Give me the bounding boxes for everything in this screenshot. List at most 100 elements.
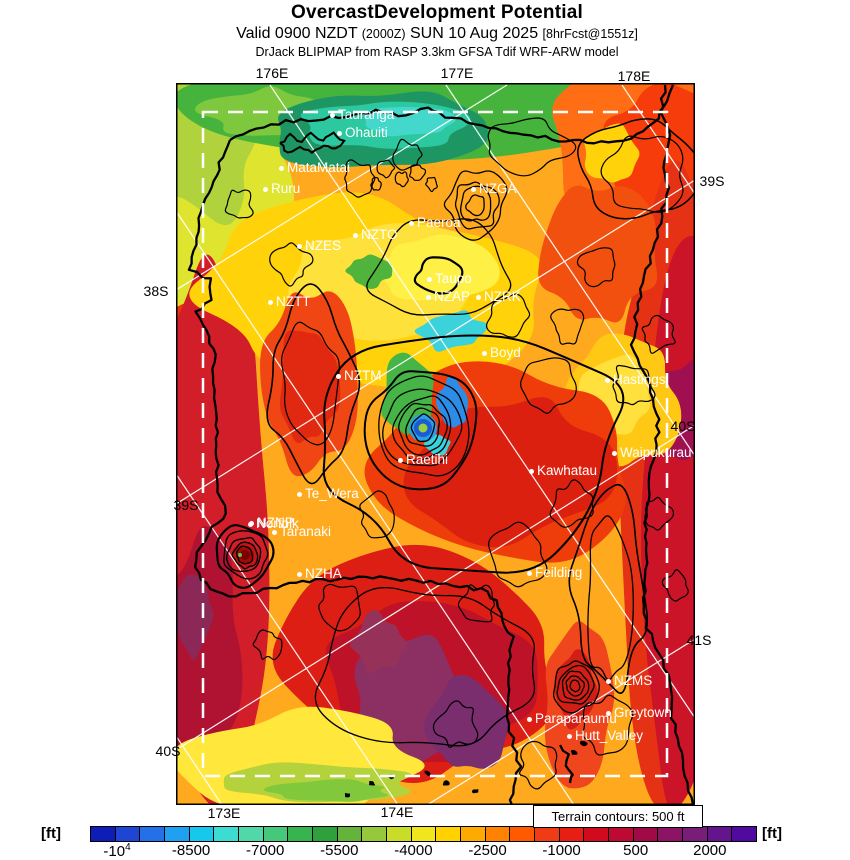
terrain-contour [582,694,634,756]
colorbar-row: [ft] [ft] -104 -8500 -7000 -5500 -4000 -2500-… [0,824,850,860]
islet [570,749,578,755]
terrain-contour [235,545,254,565]
model-line: DrJack BLIPMAP from RASP 3.3km GFSA Tdif… [255,45,619,59]
colorbar-cell [263,827,289,841]
terrain-contour [587,515,634,681]
colorbar-cell [535,827,560,841]
colorbar-tick: -2500 [468,842,507,859]
colorbar-cell [461,827,486,841]
place-dot [297,571,302,577]
colorbar-cell [609,827,634,841]
colorbar-tick: -1000 [542,842,581,859]
coastline [629,84,695,805]
terrain-contour [612,364,656,406]
colorbar-cell [140,827,166,841]
terrain-contour [314,587,536,747]
colorbar-cell [584,827,610,841]
terrain-contour [454,181,500,230]
place-label: NZGA [471,181,517,196]
place-dot [471,186,476,192]
terrain-contour [576,247,616,288]
place-dot [606,710,611,716]
terrain-contour [561,670,590,701]
value-region [363,106,457,137]
colorbar-cell [411,827,437,841]
place-label: NZAP [426,289,470,304]
peak-ring [418,423,428,433]
page-title: OvercastDevelopment Potential [291,2,583,23]
terrain-contour [344,159,376,198]
terrain-contour [359,490,395,539]
value-region [377,234,500,301]
place-label: Waipukurau [612,445,692,460]
place-dot [605,377,610,383]
place-dot [336,373,341,379]
map-canvas [176,83,695,805]
coastline [187,139,523,805]
islet [369,780,376,786]
place-label: Paeroa [409,215,461,230]
terrain-contour [363,370,478,491]
place-label: Hutt_Valley [567,728,643,743]
place-dot [409,220,414,226]
terrain-contour [457,584,495,623]
coastline [558,744,574,784]
colorbar-cell [436,827,462,841]
place-label: Feilding [527,565,582,580]
value-region [263,779,389,802]
place-dot [527,570,532,576]
terrain-contour [413,256,464,295]
place-label: NZNP [249,515,294,530]
place-label: NZRK [476,289,521,304]
place-label: Hastings [605,372,666,387]
place-label: NZMS [606,673,652,688]
axis-label: 39S [699,173,725,189]
terrain-contour [432,700,479,748]
colorbar-tick: -5500 [320,842,359,859]
place-dot [529,468,534,474]
colorbar-cell [683,827,708,841]
terrain-contour [378,375,470,477]
terrain-contour [641,314,676,354]
domain-boundary [201,110,669,778]
place-label: Greytown [606,705,672,720]
terrain-contour [366,218,512,316]
terrain-contour [281,321,340,446]
place-dot [427,276,432,282]
place-dot [527,716,532,722]
place-label: Kawhatau [529,463,597,478]
axis-label: 39S [173,497,199,513]
terrain-contour [661,569,689,602]
place-dot [612,450,617,456]
place-label: Boyd [482,345,521,360]
forecast-map: Tauranga Ohauiti MataMatai Ruru NZGA Paeroa NZ… [176,83,695,805]
peak-ring [240,550,250,560]
terrain-contour [215,524,275,589]
colorbar-cell [707,827,733,841]
place-dot [426,294,431,300]
terrain-contour [394,171,409,188]
terrain-contour [552,660,600,714]
place-dot [272,529,277,535]
terrain-contour [488,521,548,588]
terrain-contour [226,536,262,573]
axis-label: 40S [670,418,696,434]
place-dot [606,678,611,684]
terrain-contour [460,185,492,222]
colorbar-cell [485,827,511,841]
islet [579,740,588,747]
terrain-contour [520,357,577,414]
terrain-contour [252,629,283,661]
terrain-contour [370,176,382,191]
place-label: NZES [297,238,341,253]
place-label: Tauranga [330,107,394,122]
graticule-line [621,84,695,195]
terrain-contour [569,679,581,693]
colorbar-cell [165,827,190,841]
colorbar [90,826,757,842]
coastline [229,84,675,145]
colorbar-cell [732,827,757,841]
terrain-contour [549,479,594,528]
terrain-contour [318,583,361,632]
place-label: Paraparaumu [527,711,617,726]
